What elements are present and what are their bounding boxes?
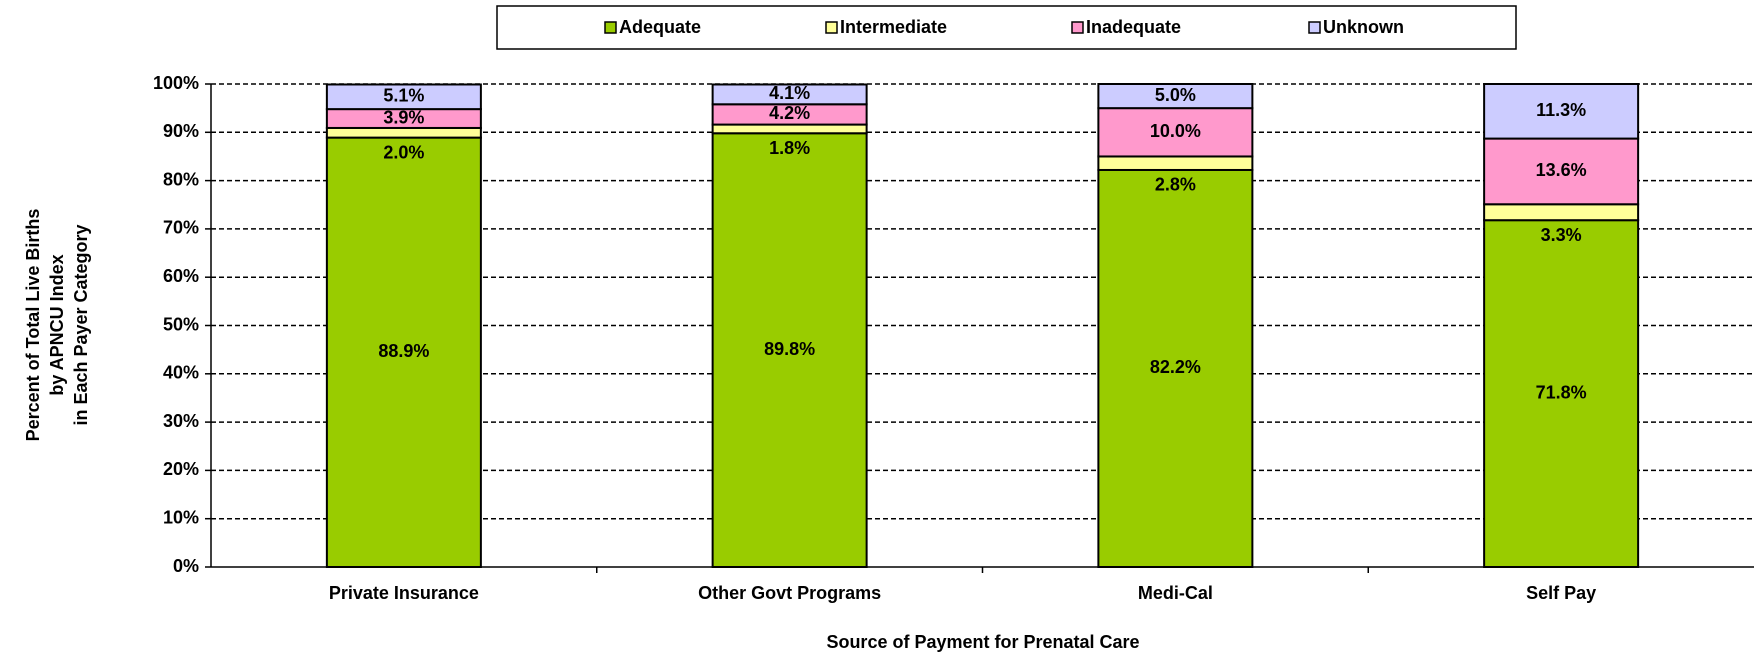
data-label: 5.0% bbox=[1155, 85, 1196, 105]
legend-label: Unknown bbox=[1323, 17, 1404, 37]
legend-label: Intermediate bbox=[840, 17, 947, 37]
y-tick-label: 80% bbox=[163, 169, 199, 189]
y-tick-label: 40% bbox=[163, 363, 199, 383]
y-axis-title: Percent of Total Live Births by APNCU In… bbox=[23, 209, 91, 442]
legend-swatch bbox=[604, 21, 617, 34]
x-tick-label: Other Govt Programs bbox=[698, 583, 881, 603]
y-tick-label: 60% bbox=[163, 266, 199, 286]
data-label: 4.1% bbox=[769, 83, 810, 103]
legend-box bbox=[496, 5, 1517, 50]
bar-segment bbox=[711, 83, 868, 106]
data-label: 3.9% bbox=[383, 107, 424, 127]
legend-swatch bbox=[1071, 21, 1084, 34]
data-label: 13.6% bbox=[1536, 160, 1587, 180]
data-label: 1.8% bbox=[769, 138, 810, 158]
legend-label: Inadequate bbox=[1086, 17, 1181, 37]
y-axis-title-line: Percent of Total Live Births bbox=[23, 209, 43, 442]
y-tick-label: 20% bbox=[163, 459, 199, 479]
y-axis-title-line: by APNCU Index bbox=[47, 254, 67, 395]
bar-segment bbox=[711, 132, 868, 569]
data-label: 3.3% bbox=[1541, 225, 1582, 245]
x-tick-label: Self Pay bbox=[1526, 583, 1596, 603]
data-label: 10.0% bbox=[1150, 121, 1201, 141]
legend-label: Adequate bbox=[619, 17, 701, 37]
bar-segment bbox=[1097, 83, 1254, 110]
y-tick-label: 10% bbox=[163, 507, 199, 527]
data-label: 5.1% bbox=[383, 86, 424, 106]
bar-segment bbox=[1097, 107, 1254, 158]
data-label: 71.8% bbox=[1536, 382, 1587, 402]
bar-segment bbox=[325, 126, 482, 139]
bar-segment bbox=[1483, 83, 1640, 140]
y-tick-label: 0% bbox=[173, 556, 199, 576]
y-axis-title-line: in Each Payer Category bbox=[71, 224, 91, 425]
legend-swatch bbox=[825, 21, 838, 34]
data-label: 89.8% bbox=[764, 339, 815, 359]
x-tick-label: Private Insurance bbox=[329, 583, 479, 603]
y-tick-label: 30% bbox=[163, 411, 199, 431]
data-label: 88.9% bbox=[378, 341, 429, 361]
bar-segment bbox=[711, 123, 868, 135]
y-tick-label: 50% bbox=[163, 314, 199, 334]
data-label: 82.2% bbox=[1150, 357, 1201, 377]
data-label: 2.0% bbox=[383, 142, 424, 162]
bar-segment bbox=[1483, 203, 1640, 222]
legend-swatch bbox=[1308, 21, 1321, 34]
y-tick-label: 70% bbox=[163, 218, 199, 238]
x-axis-title: Source of Payment for Prenatal Care bbox=[826, 632, 1139, 652]
data-label: 2.8% bbox=[1155, 175, 1196, 195]
bar-segment bbox=[325, 136, 482, 568]
x-tick-label: Medi-Cal bbox=[1138, 583, 1213, 603]
data-label: 4.2% bbox=[769, 103, 810, 123]
y-tick-label: 90% bbox=[163, 121, 199, 141]
bar-segment bbox=[1097, 155, 1254, 171]
y-tick-label: 100% bbox=[153, 73, 199, 93]
bar-segment bbox=[325, 83, 482, 111]
bar-segment bbox=[1097, 168, 1254, 568]
data-label: 11.3% bbox=[1536, 100, 1586, 120]
bar-segment bbox=[1483, 219, 1640, 568]
